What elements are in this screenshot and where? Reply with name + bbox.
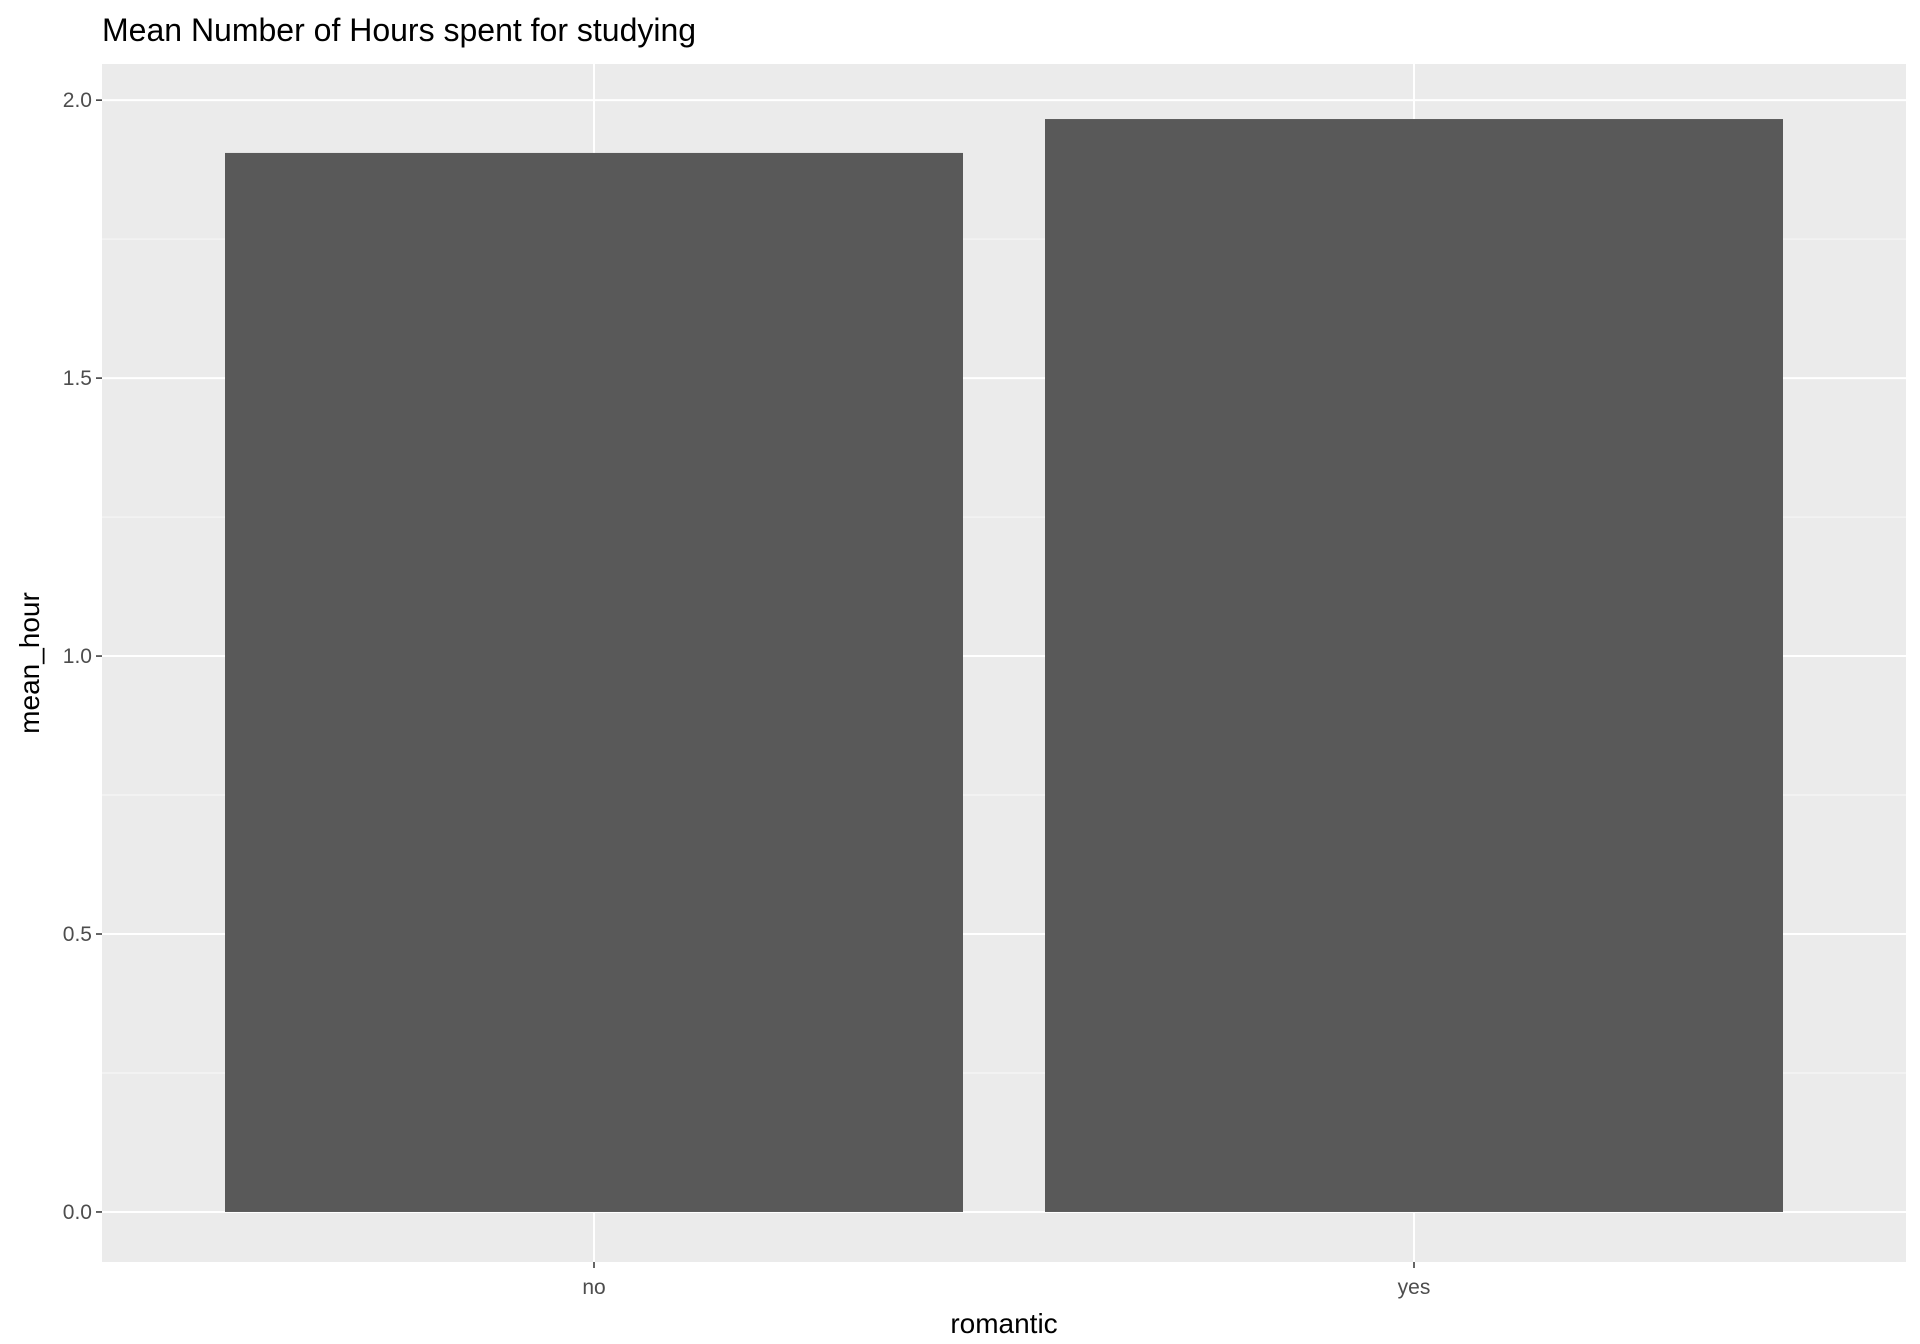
bar-no [225, 152, 963, 1212]
x-tick-label: no [582, 1276, 605, 1299]
x-tick-label: yes [1398, 1276, 1431, 1299]
y-tick-label: 0.5 [63, 923, 92, 946]
y-axis: 0.0 0.5 1.0 1.5 2.0 [63, 89, 102, 1224]
x-axis-title: romantic [950, 1308, 1057, 1339]
chart-title: Mean Number of Hours spent for studying [102, 12, 696, 48]
bars [225, 119, 1783, 1212]
y-tick-label: 1.0 [63, 645, 92, 668]
x-axis: no yes [582, 1262, 1430, 1299]
y-tick-label: 1.5 [63, 367, 92, 390]
bar-yes [1045, 119, 1783, 1212]
y-tick-label: 0.0 [63, 1201, 92, 1224]
y-axis-title: mean_hour [14, 592, 45, 734]
y-tick-label: 2.0 [63, 89, 92, 112]
